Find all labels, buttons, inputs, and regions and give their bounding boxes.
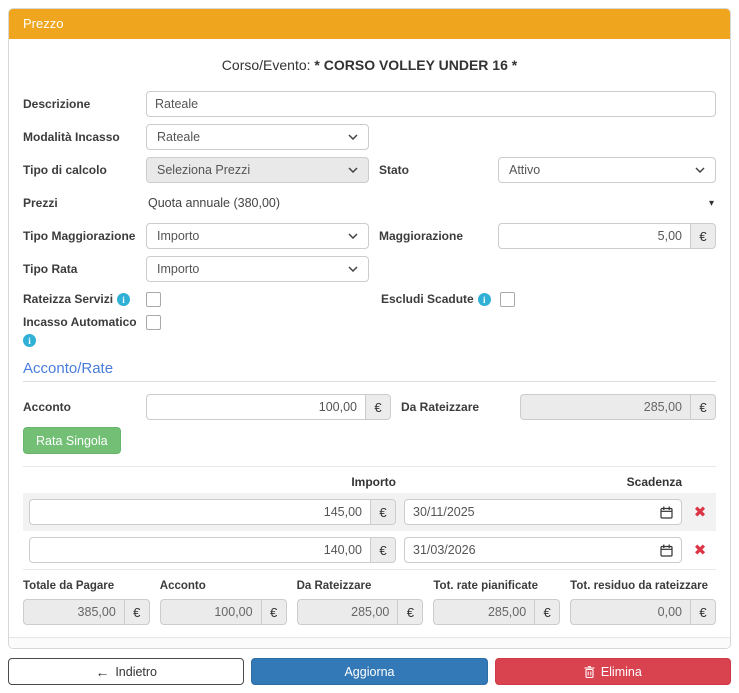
row-modalita-incasso: Modalità Incasso Rateale xyxy=(23,124,716,150)
incasso-automatico-checkbox[interactable] xyxy=(146,315,161,330)
stato-label: Stato xyxy=(379,163,409,177)
calendar-icon[interactable] xyxy=(660,544,673,557)
descrizione-label: Descrizione xyxy=(23,97,91,111)
back-arrow-icon: ← xyxy=(95,663,110,680)
tipo-calcolo-label: Tipo di calcolo xyxy=(23,163,107,177)
card-footer-strip xyxy=(9,637,730,648)
tipo-rata-label: Tipo Rata xyxy=(23,262,78,276)
divider xyxy=(23,381,716,382)
rateizza-servizi-checkbox[interactable] xyxy=(146,292,161,307)
modalita-incasso-select[interactable]: Rateale xyxy=(146,124,369,150)
rata-scadenza-date-input[interactable]: 31/03/2026 xyxy=(404,537,682,563)
escludi-scadute-label: Escludi Scadute xyxy=(381,292,474,306)
euro-addon: € xyxy=(690,394,716,420)
descrizione-input[interactable] xyxy=(146,91,716,117)
total-da-rateizzare: Da Rateizzare 285,00 € xyxy=(296,580,424,625)
trash-icon xyxy=(584,665,595,678)
row-maggiorazione: Tipo Maggiorazione Importo Maggiorazione… xyxy=(23,223,716,249)
euro-addon: € xyxy=(397,599,424,625)
row-incasso-automatico: Incasso Automatico xyxy=(23,315,716,330)
course-event-name: * CORSO VOLLEY UNDER 16 * xyxy=(314,57,518,73)
euro-addon: € xyxy=(370,537,396,563)
chevron-down-icon xyxy=(348,134,358,140)
row-tipo-calcolo-stato: Tipo di calcolo Seleziona Prezzi Stato A… xyxy=(23,157,716,183)
info-icon[interactable]: i xyxy=(477,293,491,307)
total-residuo-rateizzare: Tot. residuo da rateizzare 0,00 € xyxy=(570,580,716,625)
caret-down-icon: ▾ xyxy=(708,197,714,209)
chevron-down-icon xyxy=(348,167,358,173)
info-icon[interactable]: i xyxy=(23,334,36,348)
delete-rata-button[interactable]: ✖ xyxy=(693,503,707,521)
rata-importo-input[interactable] xyxy=(29,499,370,525)
acconto-input[interactable] xyxy=(146,394,365,420)
tipo-rata-select[interactable]: Importo xyxy=(146,256,369,282)
prezzi-label: Prezzi xyxy=(23,196,58,210)
total-rate-pianificate: Tot. rate pianificate 285,00 € xyxy=(433,580,561,625)
da-rateizzare-value: 285,00 xyxy=(520,394,690,420)
delete-rata-button[interactable]: ✖ xyxy=(693,541,707,559)
importo-column-header: Importo xyxy=(351,475,396,489)
euro-addon: € xyxy=(690,223,716,249)
chevron-down-icon xyxy=(348,233,358,239)
calendar-icon[interactable] xyxy=(660,506,673,519)
row-prezzi: Prezzi Quota annuale (380,00) ▾ xyxy=(23,190,716,216)
escludi-scadute-checkbox[interactable] xyxy=(500,292,515,307)
scadenza-column-header: Scadenza xyxy=(626,475,682,489)
acconto-label: Acconto xyxy=(23,400,71,414)
info-icon[interactable]: i xyxy=(117,293,131,307)
da-rateizzare-label: Da Rateizzare xyxy=(401,400,480,414)
stato-select[interactable]: Attivo xyxy=(498,157,716,183)
delete-button[interactable]: Elimina xyxy=(494,658,731,685)
card-body: Corso/Evento: * CORSO VOLLEY UNDER 16 * … xyxy=(9,39,730,637)
card-header-title: Prezzo xyxy=(9,9,730,39)
back-button[interactable]: ← Indietro xyxy=(8,658,245,685)
euro-addon: € xyxy=(365,394,391,420)
tipo-calcolo-select: Seleziona Prezzi xyxy=(146,157,369,183)
total-da-pagare: Totale da Pagare 385,00 € xyxy=(23,580,150,625)
divider xyxy=(23,466,716,467)
rata-singola-button[interactable]: Rata Singola xyxy=(23,427,121,454)
page-title: Corso/Evento: * CORSO VOLLEY UNDER 16 * xyxy=(23,57,716,73)
euro-addon: € xyxy=(123,599,150,625)
totals-row: Totale da Pagare 385,00 € Acconto 100,00 €… xyxy=(23,569,716,637)
acconto-rate-section-title: Acconto/Rate xyxy=(23,360,114,377)
row-rateizza-servizi: Rateizza Servizi i Escludi Scadute i xyxy=(23,292,716,307)
row-descrizione: Descrizione xyxy=(23,91,716,117)
rateizza-servizi-label: Rateizza Servizi xyxy=(23,292,114,306)
total-acconto: Acconto 100,00 € xyxy=(159,580,287,625)
euro-addon: € xyxy=(370,499,396,525)
rate-row: € 31/03/2026 ✖ xyxy=(23,531,716,569)
prezzi-dropdown[interactable]: Quota annuale (380,00) ▾ xyxy=(148,196,714,210)
update-button[interactable]: Aggiorna xyxy=(251,658,488,685)
row-acconto: Acconto € Da Rateizzare 285,00 € xyxy=(23,394,716,420)
prezzo-card: Prezzo Corso/Evento: * CORSO VOLLEY UNDE… xyxy=(8,8,731,649)
chevron-down-icon xyxy=(348,266,358,272)
euro-addon: € xyxy=(260,599,287,625)
rate-row: € 30/11/2025 ✖ xyxy=(23,493,716,531)
chevron-down-icon xyxy=(695,167,705,173)
maggiorazione-label: Maggiorazione xyxy=(379,229,464,243)
euro-addon: € xyxy=(689,599,716,625)
rata-scadenza-date-input[interactable]: 30/11/2025 xyxy=(404,499,682,525)
maggiorazione-input[interactable] xyxy=(498,223,690,249)
euro-addon: € xyxy=(534,599,561,625)
rata-importo-input[interactable] xyxy=(29,537,370,563)
footer-actions: ← Indietro Aggiorna Elimina xyxy=(8,658,731,685)
tipo-maggiorazione-label: Tipo Maggiorazione xyxy=(23,229,136,243)
incasso-automatico-label: Incasso Automatico xyxy=(23,315,137,329)
course-event-label: Corso/Evento: xyxy=(221,57,311,73)
tipo-maggiorazione-select[interactable]: Importo xyxy=(146,223,369,249)
rate-table: Importo Scadenza € 30/11/2025 ✖ € xyxy=(23,467,716,569)
modalita-incasso-label: Modalità Incasso xyxy=(23,130,120,144)
row-tipo-rata: Tipo Rata Importo xyxy=(23,256,716,282)
